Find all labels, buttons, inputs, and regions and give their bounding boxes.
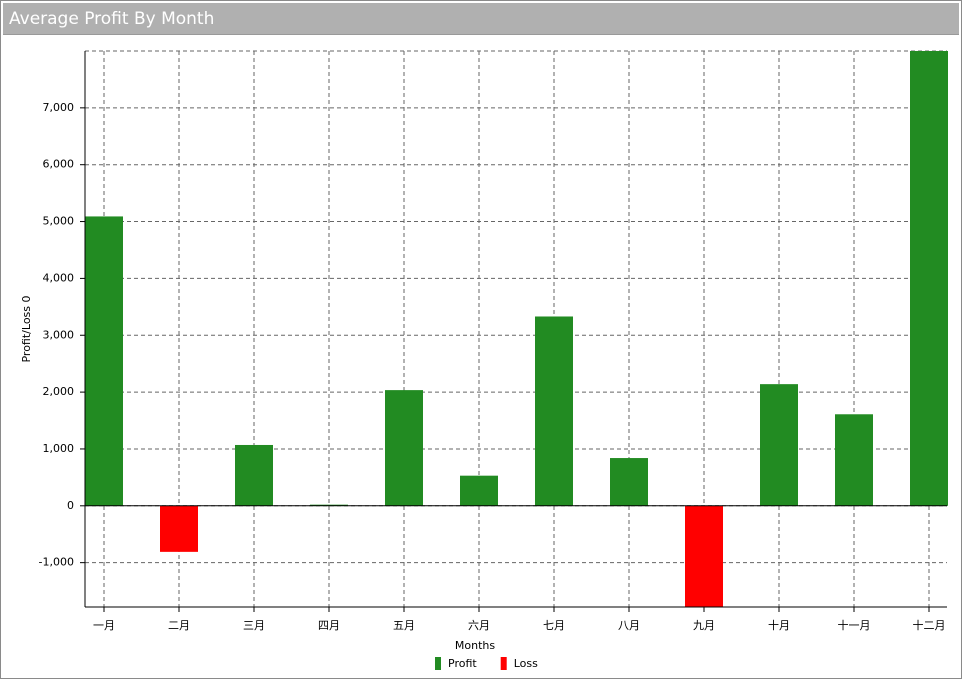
x-axis-label: Months: [455, 639, 495, 652]
chart-title: Average Profit By Month: [3, 3, 959, 35]
bar: [385, 390, 423, 506]
legend-swatch: [435, 657, 441, 670]
x-tick-label: 八月: [618, 619, 640, 632]
x-tick-label: 二月: [168, 619, 190, 632]
bar: [835, 414, 873, 506]
x-tick-label: 六月: [468, 619, 490, 632]
bar: [160, 505, 198, 552]
bar: [460, 475, 498, 506]
x-tick-label: 五月: [393, 619, 415, 632]
bar: [235, 444, 273, 506]
legend-label: Profit: [448, 657, 477, 670]
x-tick-label: 十月: [768, 618, 790, 632]
x-tick-label: 一月: [93, 619, 115, 632]
y-tick-label: 5,000: [43, 215, 75, 228]
y-tick-label: 6,000: [43, 158, 75, 171]
y-tick-label: 2,000: [43, 385, 75, 398]
bar: [535, 316, 573, 506]
y-tick-label: 1,000: [43, 442, 75, 455]
x-tick-label: 九月: [693, 619, 715, 632]
y-tick-label: -1,000: [39, 556, 74, 569]
x-tick-label: 十一月: [838, 618, 871, 632]
x-tick-label: 七月: [543, 619, 565, 632]
bar: [910, 51, 948, 506]
x-tick-label: 三月: [243, 619, 265, 632]
y-tick-label: 3,000: [43, 328, 75, 341]
y-tick-label: 7,000: [43, 101, 75, 114]
bar: [85, 216, 123, 506]
x-tick-label: 四月: [318, 619, 340, 632]
x-tick-label: 十二月: [913, 618, 946, 632]
bar: [310, 504, 348, 506]
legend-swatch: [500, 657, 507, 670]
y-tick-label: 4,000: [43, 271, 75, 284]
bar: [685, 505, 723, 607]
y-axis-label: Profit/Loss 0: [20, 295, 33, 362]
y-tick-label: 0: [67, 499, 74, 512]
legend-label: Loss: [514, 657, 538, 670]
bar: [610, 458, 648, 506]
bar: [760, 384, 798, 506]
